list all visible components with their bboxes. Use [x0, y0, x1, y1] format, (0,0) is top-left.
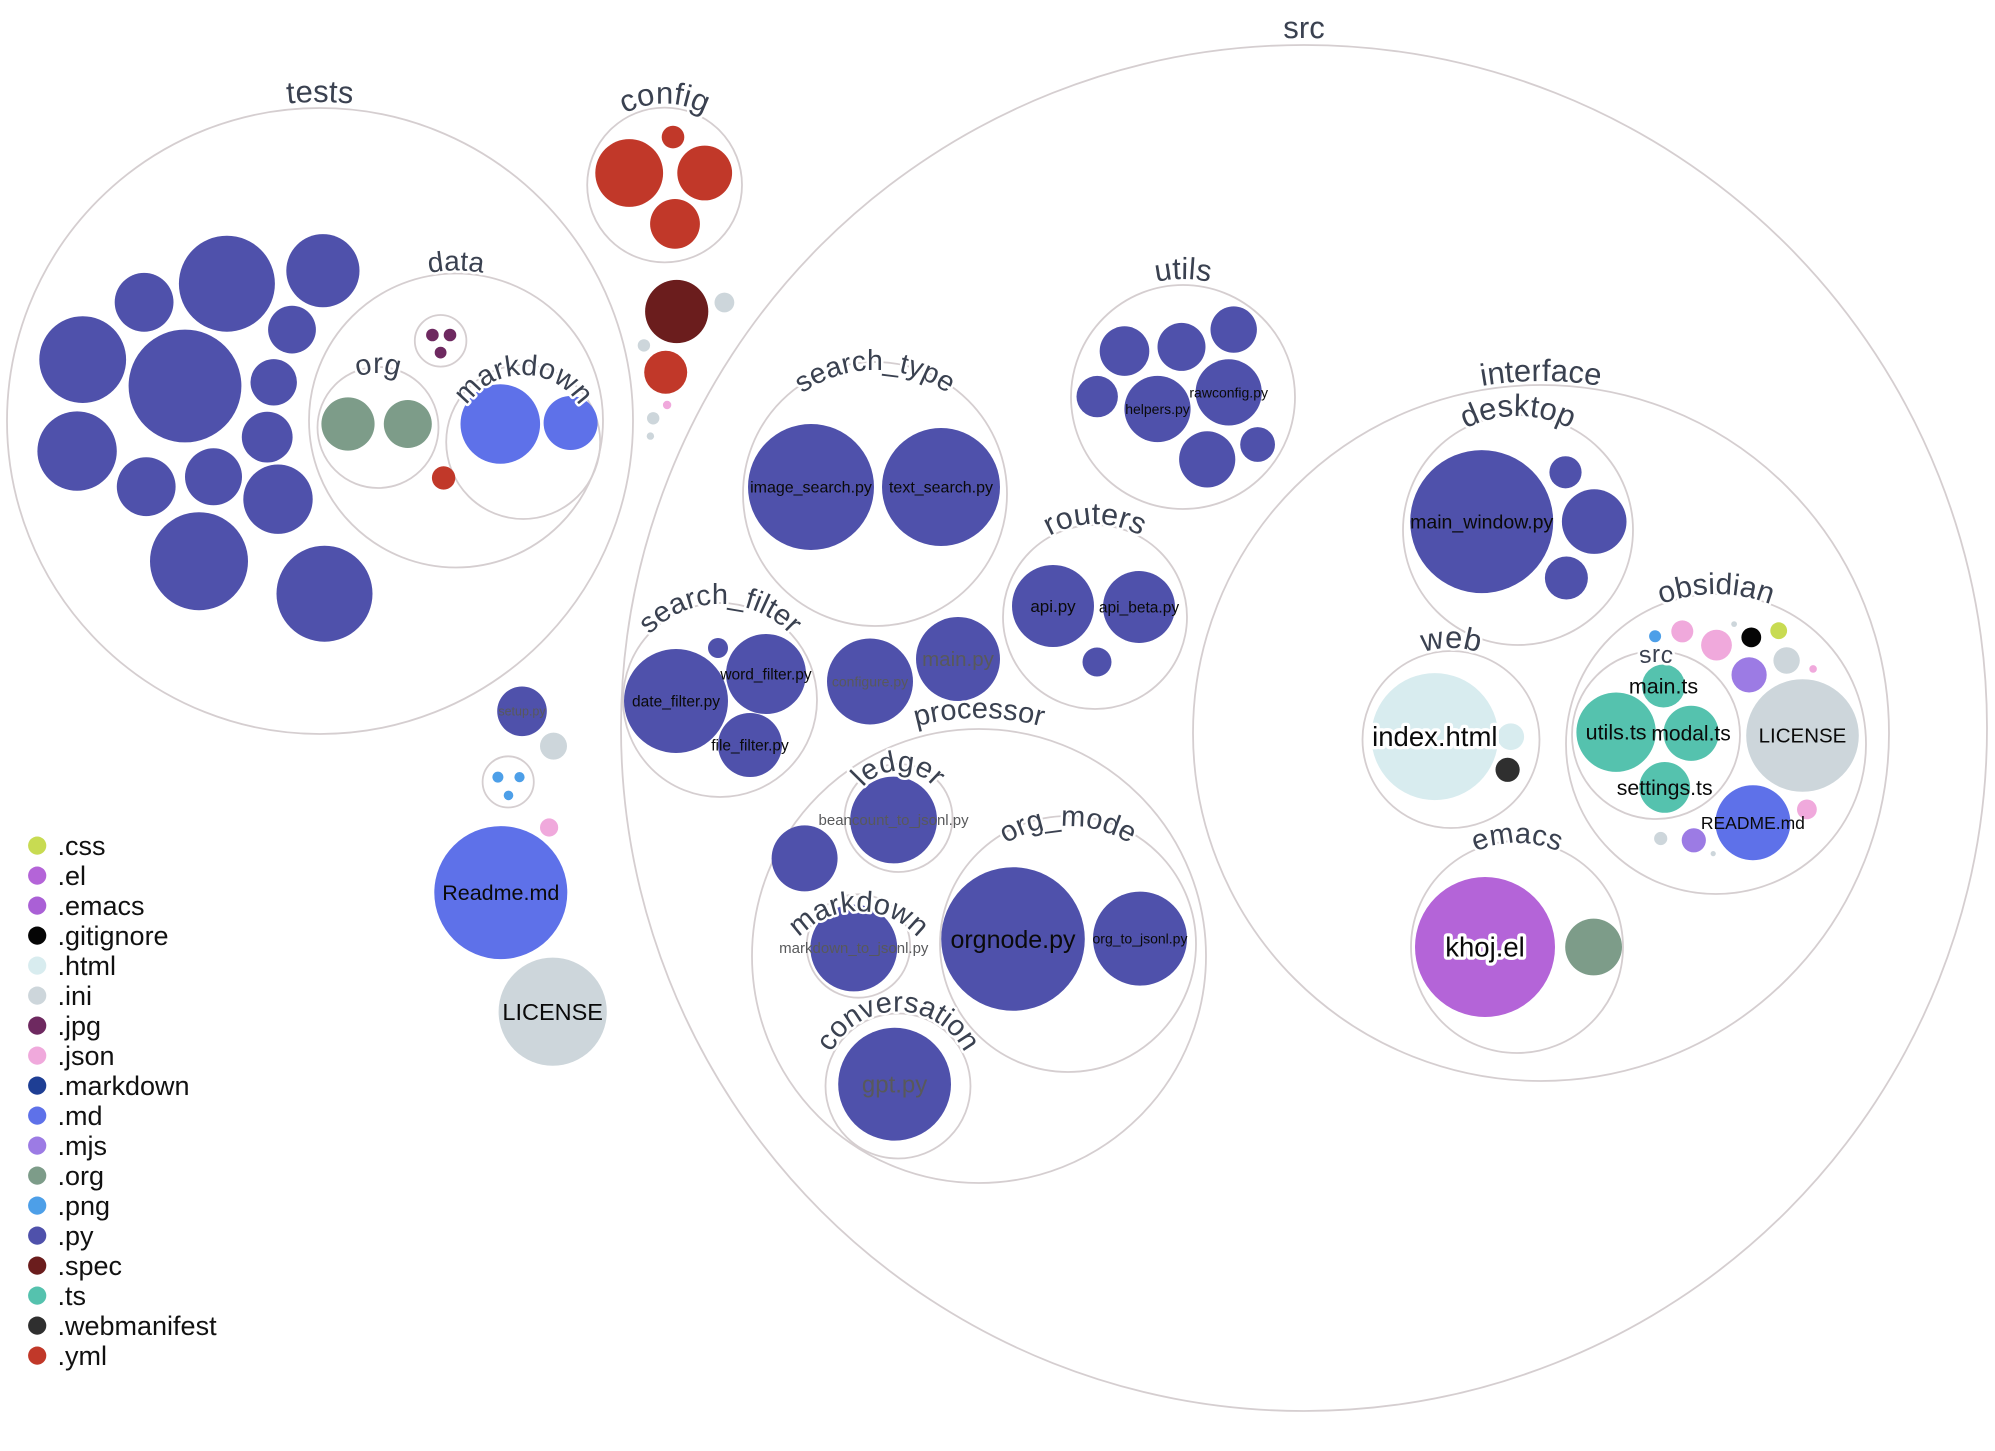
svg-text:.css: .css [58, 831, 106, 861]
svg-text:data: data [426, 245, 487, 278]
svg-text:orgnode.py: orgnode.py [950, 926, 1076, 954]
svg-text:.el: .el [58, 861, 87, 891]
svg-text:src: src [1637, 641, 1674, 669]
svg-text:utils.ts: utils.ts [1586, 721, 1647, 745]
svg-text:file_filter.py: file_filter.py [711, 737, 789, 754]
svg-text:interface: interface [1477, 353, 1604, 393]
svg-text:main.py: main.py [922, 648, 995, 671]
svg-text:Readme.md: Readme.md [442, 881, 559, 905]
svg-text:.markdown: .markdown [58, 1071, 190, 1101]
svg-text:.py: .py [58, 1221, 95, 1251]
svg-text:.jpg: .jpg [58, 1011, 102, 1041]
svg-text:utils: utils [1152, 252, 1215, 289]
svg-text:settings.ts: settings.ts [1617, 776, 1713, 800]
svg-text:LICENSE: LICENSE [502, 999, 603, 1025]
svg-text:src: src [1283, 10, 1325, 45]
svg-text:configure.py: configure.py [832, 673, 908, 689]
svg-text:web: web [1417, 620, 1485, 659]
svg-text:.gitignore: .gitignore [58, 921, 169, 951]
svg-text:.spec: .spec [58, 1251, 123, 1281]
svg-text:tests: tests [285, 74, 355, 111]
svg-text:khoj.el: khoj.el [1445, 932, 1525, 963]
svg-text:LICENSE: LICENSE [1759, 725, 1847, 748]
svg-text:.mjs: .mjs [58, 1131, 108, 1161]
svg-text:image_search.py: image_search.py [750, 480, 872, 497]
svg-text:README.md: README.md [1701, 813, 1805, 833]
svg-text:.html: .html [58, 951, 117, 981]
svg-text:.ini: .ini [58, 981, 93, 1011]
svg-text:.emacs: .emacs [58, 891, 145, 921]
svg-text:api.py: api.py [1030, 597, 1076, 616]
svg-text:setup.py: setup.py [498, 705, 546, 719]
svg-text:.md: .md [58, 1101, 103, 1131]
svg-text:index.html: index.html [1372, 721, 1497, 752]
svg-text:gpt.py: gpt.py [862, 1072, 927, 1099]
svg-text:api_beta.py: api_beta.py [1099, 599, 1179, 616]
svg-text:helpers.py: helpers.py [1125, 401, 1190, 417]
svg-text:.org: .org [58, 1161, 105, 1191]
svg-text:.ts: .ts [58, 1281, 87, 1311]
svg-text:rawconfig.py: rawconfig.py [1189, 384, 1268, 400]
svg-text:.json: .json [58, 1041, 115, 1071]
svg-text:modal.ts: modal.ts [1651, 723, 1730, 746]
svg-text:word_filter.py: word_filter.py [719, 666, 812, 683]
svg-text:text_search.py: text_search.py [889, 480, 993, 497]
svg-text:.yml: .yml [58, 1341, 108, 1371]
svg-text:org_to_jsonl.py: org_to_jsonl.py [1093, 931, 1188, 947]
svg-text:main_window.py: main_window.py [1410, 511, 1553, 533]
svg-text:.png: .png [58, 1191, 111, 1221]
svg-text:org: org [352, 348, 405, 383]
svg-text:markdown_to_jsonl.py: markdown_to_jsonl.py [779, 940, 929, 957]
svg-text:beancount_to_jsonl.py: beancount_to_jsonl.py [819, 812, 970, 829]
svg-text:.webmanifest: .webmanifest [58, 1311, 218, 1341]
svg-text:main.ts: main.ts [1629, 675, 1698, 699]
svg-text:date_filter.py: date_filter.py [632, 693, 720, 710]
